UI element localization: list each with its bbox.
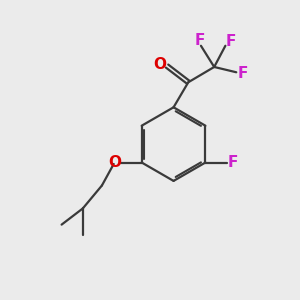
- Text: F: F: [228, 155, 238, 170]
- Text: F: F: [194, 33, 205, 48]
- Text: F: F: [226, 34, 236, 49]
- Text: O: O: [108, 155, 121, 170]
- Text: O: O: [153, 57, 166, 72]
- Text: F: F: [238, 66, 248, 81]
